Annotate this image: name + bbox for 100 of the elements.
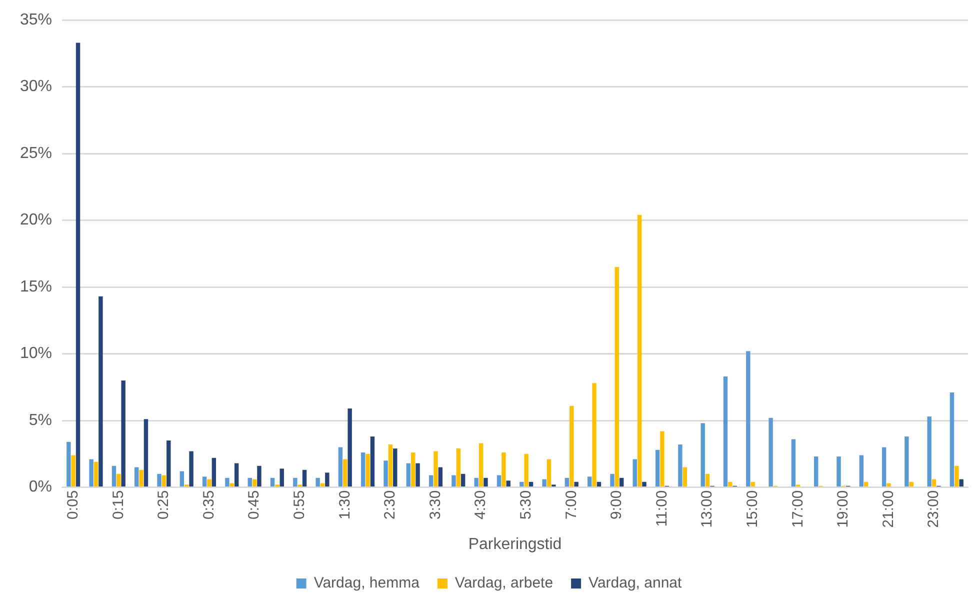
bar: [642, 482, 646, 487]
bar: [370, 436, 375, 487]
bar: [746, 351, 750, 487]
bar: [112, 466, 116, 487]
x-tick-label: 0:15: [110, 490, 127, 520]
bar: [950, 392, 954, 487]
bar: [116, 474, 121, 487]
bar: [280, 468, 284, 487]
bar: [528, 482, 534, 487]
bar: [343, 459, 348, 487]
bar: [212, 458, 216, 487]
bar: [257, 466, 262, 487]
bar: [546, 459, 552, 487]
bar: [428, 475, 434, 487]
x-tick-label: 3:30: [426, 490, 444, 520]
bar: [248, 478, 252, 487]
bar: [814, 456, 818, 487]
bar: [121, 380, 126, 487]
bar: [144, 419, 148, 487]
bar: [456, 448, 460, 487]
bar: [157, 474, 162, 487]
y-tick-label: 20%: [20, 212, 52, 229]
bar: [98, 296, 103, 487]
bar: [682, 467, 687, 487]
bar: [886, 483, 891, 487]
bar: [134, 467, 139, 487]
y-tick-label: 30%: [20, 78, 52, 96]
bar: [909, 482, 914, 487]
bar: [610, 474, 614, 487]
bar: [728, 482, 732, 487]
bar: [478, 443, 484, 487]
bar: [836, 456, 841, 487]
bar: [542, 479, 546, 487]
bar: [632, 459, 638, 487]
bar: [71, 455, 76, 487]
x-tick-label: 7:00: [562, 490, 580, 520]
bar: [361, 452, 366, 487]
bar: [882, 447, 886, 487]
x-tick-label: 17:00: [789, 490, 806, 528]
bar: [932, 479, 936, 487]
bar: [520, 482, 524, 487]
y-tick-label: 5%: [28, 412, 52, 429]
bar: [768, 418, 773, 487]
bar: [94, 462, 98, 487]
x-tick-label: 0:45: [246, 490, 263, 520]
bar: [139, 470, 144, 487]
x-tick-label: 2:30: [382, 490, 399, 520]
bar: [89, 459, 94, 487]
bar: [393, 448, 398, 487]
bar: [592, 383, 596, 487]
bar: [410, 452, 416, 487]
bar: [452, 475, 456, 487]
bar: [66, 442, 71, 487]
legend-label: Vardag, annat: [588, 574, 683, 592]
legend-label: Vardag, hemma: [314, 574, 420, 592]
bar: [859, 455, 864, 487]
x-tick-label: 4:30: [472, 490, 490, 520]
bar: [348, 408, 352, 487]
x-tick-label: 11:00: [653, 490, 670, 527]
bar: [678, 444, 682, 487]
y-tick-label: 15%: [20, 278, 52, 296]
bar: [484, 478, 488, 487]
bar: [614, 266, 620, 487]
bar: [302, 470, 307, 487]
bar: [406, 463, 411, 487]
x-tick-label: 23:00: [925, 490, 942, 528]
bar: [574, 482, 578, 487]
bar: [660, 431, 664, 487]
y-tick-label: 10%: [20, 345, 52, 362]
bar: [434, 451, 438, 487]
bar: [954, 466, 959, 487]
bar: [202, 476, 207, 487]
bar: [460, 474, 466, 487]
bar: [587, 476, 592, 487]
x-tick-label: 5:30: [517, 490, 534, 520]
x-tick-label: 1:30: [336, 490, 354, 520]
bar: [655, 450, 660, 487]
x-tick-label: 9:00: [608, 490, 626, 520]
bar: [252, 479, 257, 487]
bar: [166, 440, 171, 487]
bar: [366, 454, 370, 487]
bar: [316, 478, 320, 487]
legend-label: Vardag, arbete: [454, 574, 554, 592]
bar: [959, 479, 964, 487]
bar: [506, 480, 510, 487]
bar: [76, 42, 80, 487]
bar: [620, 478, 624, 487]
bar: [438, 467, 443, 487]
x-tick-label: 0:05: [64, 490, 82, 520]
bar: [723, 376, 728, 487]
bar: [162, 475, 166, 487]
x-tick-label: 21:00: [880, 490, 897, 528]
y-tick-label: 35%: [20, 11, 52, 28]
bar: [705, 474, 710, 487]
bar: [570, 406, 574, 487]
bar: [502, 452, 506, 487]
y-tick-label: 0%: [28, 478, 52, 496]
bar: [225, 478, 230, 487]
bar: [207, 479, 212, 487]
bar: [700, 423, 705, 487]
